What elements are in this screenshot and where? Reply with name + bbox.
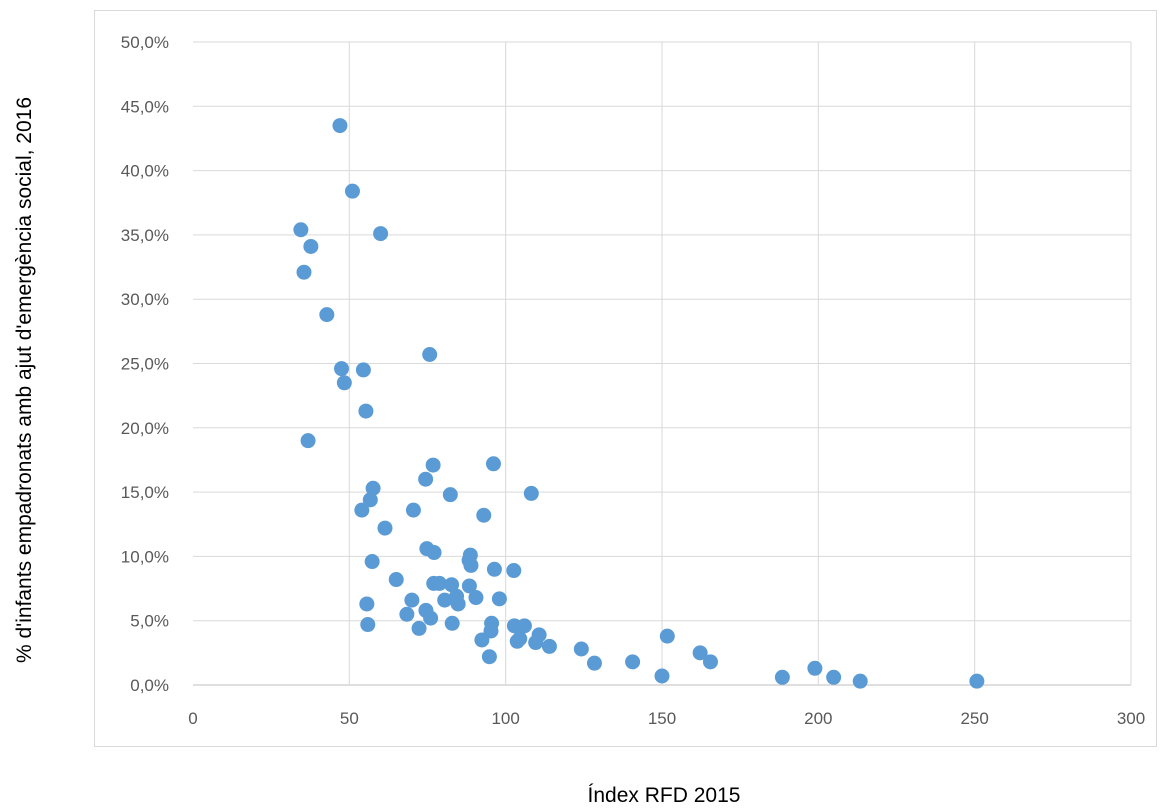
data-point (354, 502, 370, 518)
data-point (418, 471, 434, 487)
data-point (300, 433, 316, 449)
data-point (491, 591, 507, 607)
data-point (388, 572, 404, 588)
data-point (358, 403, 374, 419)
data-point (444, 577, 460, 593)
x-tick-label: 100 (491, 709, 519, 728)
data-point (355, 362, 371, 378)
x-tick-label: 250 (960, 709, 988, 728)
x-tick-label: 300 (1117, 709, 1145, 728)
data-point (411, 620, 427, 636)
x-tick-label: 150 (648, 709, 676, 728)
y-axis-title: % d'infants empadronats amb ajut d'emerg… (13, 97, 36, 663)
data-point (528, 635, 544, 651)
data-point (332, 118, 348, 134)
y-tick-label: 0,0% (130, 676, 169, 695)
data-point (319, 307, 335, 323)
data-point (807, 660, 823, 676)
data-point (509, 633, 525, 649)
data-point (405, 502, 421, 518)
y-tick-label: 15,0% (121, 483, 169, 502)
data-point (431, 575, 447, 591)
data-point (303, 238, 319, 254)
data-point (404, 592, 420, 608)
x-tick-label: 50 (340, 709, 359, 728)
x-tick-label: 200 (804, 709, 832, 728)
data-point (296, 264, 312, 280)
chart-frame (94, 10, 1157, 747)
data-point (364, 554, 380, 570)
data-point (365, 480, 381, 496)
data-point (377, 520, 393, 536)
data-point (969, 673, 985, 689)
data-point (373, 226, 389, 242)
data-point (852, 673, 868, 689)
x-axis-title: Índex RFD 2015 (588, 784, 741, 807)
data-point (293, 222, 309, 238)
data-point (426, 545, 442, 561)
y-tick-label: 40,0% (121, 162, 169, 181)
data-point (586, 655, 602, 671)
data-point (523, 485, 539, 501)
data-points (293, 118, 985, 689)
data-point (485, 456, 501, 472)
data-point (425, 457, 441, 473)
data-point (692, 645, 708, 661)
data-point (437, 592, 453, 608)
y-tick-label: 30,0% (121, 290, 169, 309)
data-point (444, 615, 460, 631)
y-tick-labels: 0,0% 5,0% 10,0% 15,0% 20,0% 25,0% 30,0% 35,0% 40… (121, 33, 169, 695)
data-point (486, 561, 502, 577)
data-point (344, 183, 360, 199)
data-point (826, 669, 842, 685)
data-point (516, 618, 532, 634)
data-point (541, 638, 557, 654)
data-point (481, 649, 497, 665)
data-point (359, 596, 375, 612)
data-point (476, 507, 492, 523)
data-point (468, 590, 484, 606)
y-tick-label: 50,0% (121, 33, 169, 52)
data-point (334, 361, 350, 377)
y-tick-label: 25,0% (121, 355, 169, 374)
y-tick-label: 5,0% (130, 612, 169, 631)
data-point (702, 654, 718, 670)
data-point (654, 668, 670, 684)
data-point (463, 557, 479, 573)
data-point (336, 375, 352, 391)
data-point (506, 563, 522, 579)
x-tick-labels: 0 50 100 150 200 250 300 (188, 709, 1145, 728)
data-point (360, 617, 376, 633)
gridlines (193, 41, 1132, 686)
data-point (422, 346, 438, 362)
y-tick-label: 35,0% (121, 226, 169, 245)
data-point (399, 606, 415, 622)
data-point (423, 610, 439, 626)
data-point (573, 641, 589, 657)
y-tick-label: 10,0% (121, 547, 169, 566)
data-point (659, 628, 675, 644)
data-point (474, 632, 490, 648)
data-point (442, 487, 458, 503)
data-point (450, 596, 466, 612)
data-point (625, 654, 641, 670)
data-point (461, 578, 477, 594)
data-point (774, 669, 790, 685)
data-point (362, 492, 378, 508)
y-tick-label: 45,0% (121, 97, 169, 116)
y-tick-label: 20,0% (121, 419, 169, 438)
x-tick-label: 0 (188, 709, 197, 728)
